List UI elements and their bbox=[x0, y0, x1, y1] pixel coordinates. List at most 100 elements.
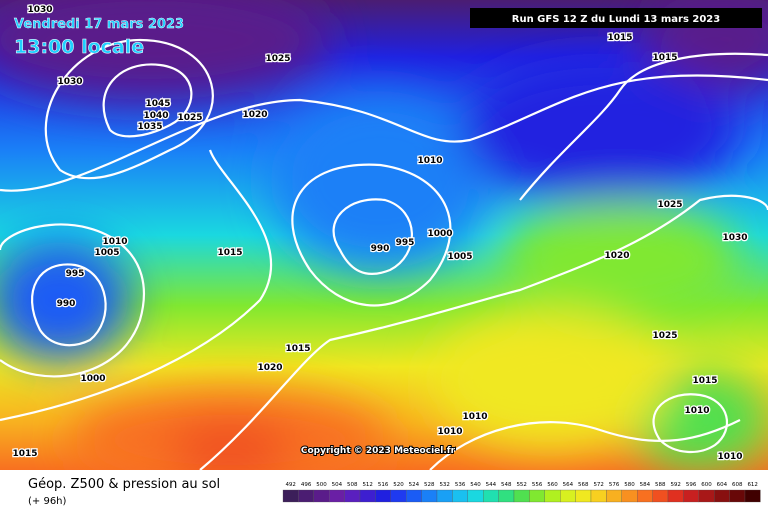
time-label: 13:00 locale bbox=[14, 36, 144, 58]
isobar-label: 1010 bbox=[684, 406, 709, 416]
isobar-label: 1020 bbox=[242, 110, 267, 120]
legend-swatch bbox=[436, 489, 453, 503]
legend-label: 612 bbox=[747, 482, 758, 488]
isobar-label: 995 bbox=[396, 238, 415, 248]
isobar-label: 1015 bbox=[607, 33, 632, 43]
legend-label: 492 bbox=[285, 482, 296, 488]
isobar-label: 1000 bbox=[427, 229, 452, 239]
legend-label: 580 bbox=[624, 482, 635, 488]
legend-label: 508 bbox=[347, 482, 358, 488]
legend-label: 592 bbox=[670, 482, 681, 488]
isobar-label: 1015 bbox=[285, 344, 310, 354]
legend-label: 548 bbox=[501, 482, 512, 488]
legend-swatch bbox=[714, 489, 730, 503]
legend-swatch bbox=[498, 489, 515, 503]
legend-label: 528 bbox=[424, 482, 435, 488]
legend-swatch bbox=[329, 489, 345, 503]
legend-label: 608 bbox=[732, 482, 743, 488]
legend-swatch bbox=[313, 489, 330, 503]
legend-swatch bbox=[637, 489, 653, 503]
legend-label: 560 bbox=[547, 482, 558, 488]
isobar-label: 1025 bbox=[657, 200, 682, 210]
isobar-label: 1025 bbox=[265, 54, 290, 64]
legend-swatch bbox=[298, 489, 314, 503]
legend-label: 536 bbox=[455, 482, 466, 488]
legend-label: 544 bbox=[486, 482, 497, 488]
copyright: Copyright © 2023 Meteociel.fr bbox=[301, 446, 456, 456]
isobars bbox=[0, 38, 768, 470]
legend-swatch bbox=[390, 489, 407, 503]
isobar-label: 1010 bbox=[462, 412, 487, 422]
legend-swatch bbox=[282, 489, 299, 503]
run-label: Run GFS 12 Z du Lundi 13 mars 2023 bbox=[512, 14, 721, 25]
legend-swatch bbox=[467, 489, 484, 503]
legend-swatch bbox=[744, 489, 761, 503]
legend-swatch bbox=[452, 489, 468, 503]
legend-swatch bbox=[606, 489, 622, 503]
isobar-label: 1015 bbox=[12, 449, 37, 459]
legend-label: 500 bbox=[316, 482, 327, 488]
legend-swatch bbox=[698, 489, 715, 503]
isobar-label: 1025 bbox=[177, 113, 202, 123]
isobar-label: 1025 bbox=[652, 331, 677, 341]
isobar-label: 1010 bbox=[717, 452, 742, 462]
legend-label: 556 bbox=[532, 482, 543, 488]
legend-swatch bbox=[683, 489, 699, 503]
isobar-label: 1030 bbox=[722, 233, 747, 243]
legend-swatch bbox=[406, 489, 422, 503]
legend-swatch bbox=[729, 489, 746, 503]
isobar-label: 1045 bbox=[145, 99, 170, 109]
legend-label: 516 bbox=[378, 482, 389, 488]
isobar-label: 1030 bbox=[27, 5, 52, 15]
legend-label: 512 bbox=[362, 482, 373, 488]
isobar-label: 1040 bbox=[143, 111, 168, 121]
isobar-label: 1010 bbox=[437, 427, 462, 437]
legend-swatch bbox=[544, 489, 561, 503]
footer-title: Géop. Z500 & pression au sol bbox=[28, 477, 220, 492]
legend-swatch bbox=[483, 489, 499, 503]
legend-label: 576 bbox=[609, 482, 620, 488]
isobar-label: 1035 bbox=[137, 122, 162, 132]
run-box bbox=[470, 8, 762, 28]
legend-label: 520 bbox=[393, 482, 404, 488]
legend-label: 584 bbox=[640, 482, 651, 488]
isobar-label: 1015 bbox=[217, 248, 242, 258]
isobar-label: 1020 bbox=[257, 363, 282, 373]
legend-label: 540 bbox=[470, 482, 481, 488]
legend-label: 496 bbox=[301, 482, 312, 488]
legend-swatch bbox=[590, 489, 607, 503]
legend-swatch bbox=[575, 489, 592, 503]
legend-label: 588 bbox=[655, 482, 666, 488]
legend-label: 552 bbox=[516, 482, 527, 488]
legend-label: 504 bbox=[332, 482, 343, 488]
legend-swatch bbox=[667, 489, 684, 503]
legend-label: 564 bbox=[563, 482, 574, 488]
isobar-label: 1005 bbox=[94, 248, 119, 258]
legend-label: 596 bbox=[686, 482, 697, 488]
isobar-label: 1005 bbox=[447, 252, 472, 262]
isobar-label: 990 bbox=[371, 244, 390, 254]
legend-swatch bbox=[621, 489, 638, 503]
legend-swatch bbox=[375, 489, 391, 503]
legend-swatch bbox=[359, 489, 376, 503]
isobar-label: 995 bbox=[66, 269, 85, 279]
footer-lead: (+ 96h) bbox=[28, 496, 67, 507]
legend-swatch bbox=[529, 489, 545, 503]
legend-swatch bbox=[421, 489, 438, 503]
isobar-label: 1020 bbox=[604, 251, 629, 261]
legend-swatch bbox=[344, 489, 361, 503]
legend-label: 572 bbox=[593, 482, 604, 488]
isobar-label: 990 bbox=[57, 299, 76, 309]
isobar-label: 1000 bbox=[80, 374, 105, 384]
legend-label: 568 bbox=[578, 482, 589, 488]
legend-swatch bbox=[652, 489, 669, 503]
legend-label: 524 bbox=[409, 482, 420, 488]
isobar-label: 1010 bbox=[102, 237, 127, 247]
legend-swatch bbox=[560, 489, 576, 503]
legend-swatch bbox=[513, 489, 530, 503]
isobar-label: 1015 bbox=[652, 53, 677, 63]
isobar-label: 1030 bbox=[57, 77, 82, 87]
legend-label: 600 bbox=[701, 482, 712, 488]
legend-label: 604 bbox=[717, 482, 728, 488]
